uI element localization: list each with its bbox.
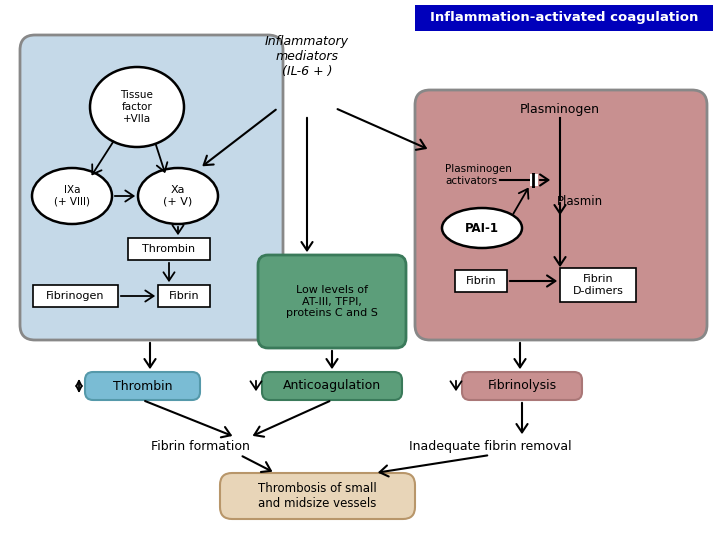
FancyBboxPatch shape: [262, 372, 402, 400]
Bar: [33, 285, 118, 307]
Text: Thrombosis of small
and midsize vessels: Thrombosis of small and midsize vessels: [258, 482, 377, 510]
Text: Fibrinogen: Fibrinogen: [46, 291, 104, 301]
Bar: [560, 268, 636, 302]
Text: Fibrin formation: Fibrin formation: [150, 440, 249, 453]
FancyBboxPatch shape: [462, 372, 582, 400]
Bar: [128, 238, 210, 260]
Text: Fibrinolysis: Fibrinolysis: [487, 380, 557, 393]
Text: IXa
(+ VIII): IXa (+ VIII): [54, 185, 90, 207]
Text: PAI-1: PAI-1: [465, 221, 499, 234]
Bar: [530, 174, 538, 186]
Ellipse shape: [90, 67, 184, 147]
FancyBboxPatch shape: [220, 473, 415, 519]
Text: Inflammatory
mediators
(IL-6 + ): Inflammatory mediators (IL-6 + ): [265, 35, 349, 78]
Text: Fibrin: Fibrin: [168, 291, 199, 301]
Bar: [415, 5, 713, 31]
Text: Plasminogen
activators: Plasminogen activators: [445, 164, 512, 186]
Text: Inflammation-activated coagulation: Inflammation-activated coagulation: [430, 11, 698, 24]
FancyBboxPatch shape: [258, 255, 406, 348]
Text: Thrombin: Thrombin: [113, 380, 172, 393]
FancyBboxPatch shape: [415, 90, 707, 340]
FancyBboxPatch shape: [85, 372, 200, 400]
Ellipse shape: [138, 168, 218, 224]
Text: Xa
(+ V): Xa (+ V): [163, 185, 193, 207]
Bar: [531, 174, 537, 186]
Text: Thrombin: Thrombin: [143, 244, 196, 254]
Text: Fibrin: Fibrin: [466, 276, 496, 286]
Text: Inadequate fibrin removal: Inadequate fibrin removal: [409, 440, 571, 453]
Ellipse shape: [442, 208, 522, 248]
Ellipse shape: [32, 168, 112, 224]
Bar: [455, 270, 507, 292]
Text: Fibrin
D-dimers: Fibrin D-dimers: [572, 274, 624, 296]
Text: Low levels of
AT-III, TFPI,
proteins C and S: Low levels of AT-III, TFPI, proteins C a…: [286, 285, 378, 318]
Text: Anticoagulation: Anticoagulation: [283, 380, 381, 393]
Text: Plasmin: Plasmin: [557, 195, 603, 208]
Text: Plasminogen: Plasminogen: [520, 104, 600, 117]
Text: Tissue
factor
+VIIa: Tissue factor +VIIa: [120, 90, 153, 124]
FancyBboxPatch shape: [20, 35, 283, 340]
Bar: [158, 285, 210, 307]
